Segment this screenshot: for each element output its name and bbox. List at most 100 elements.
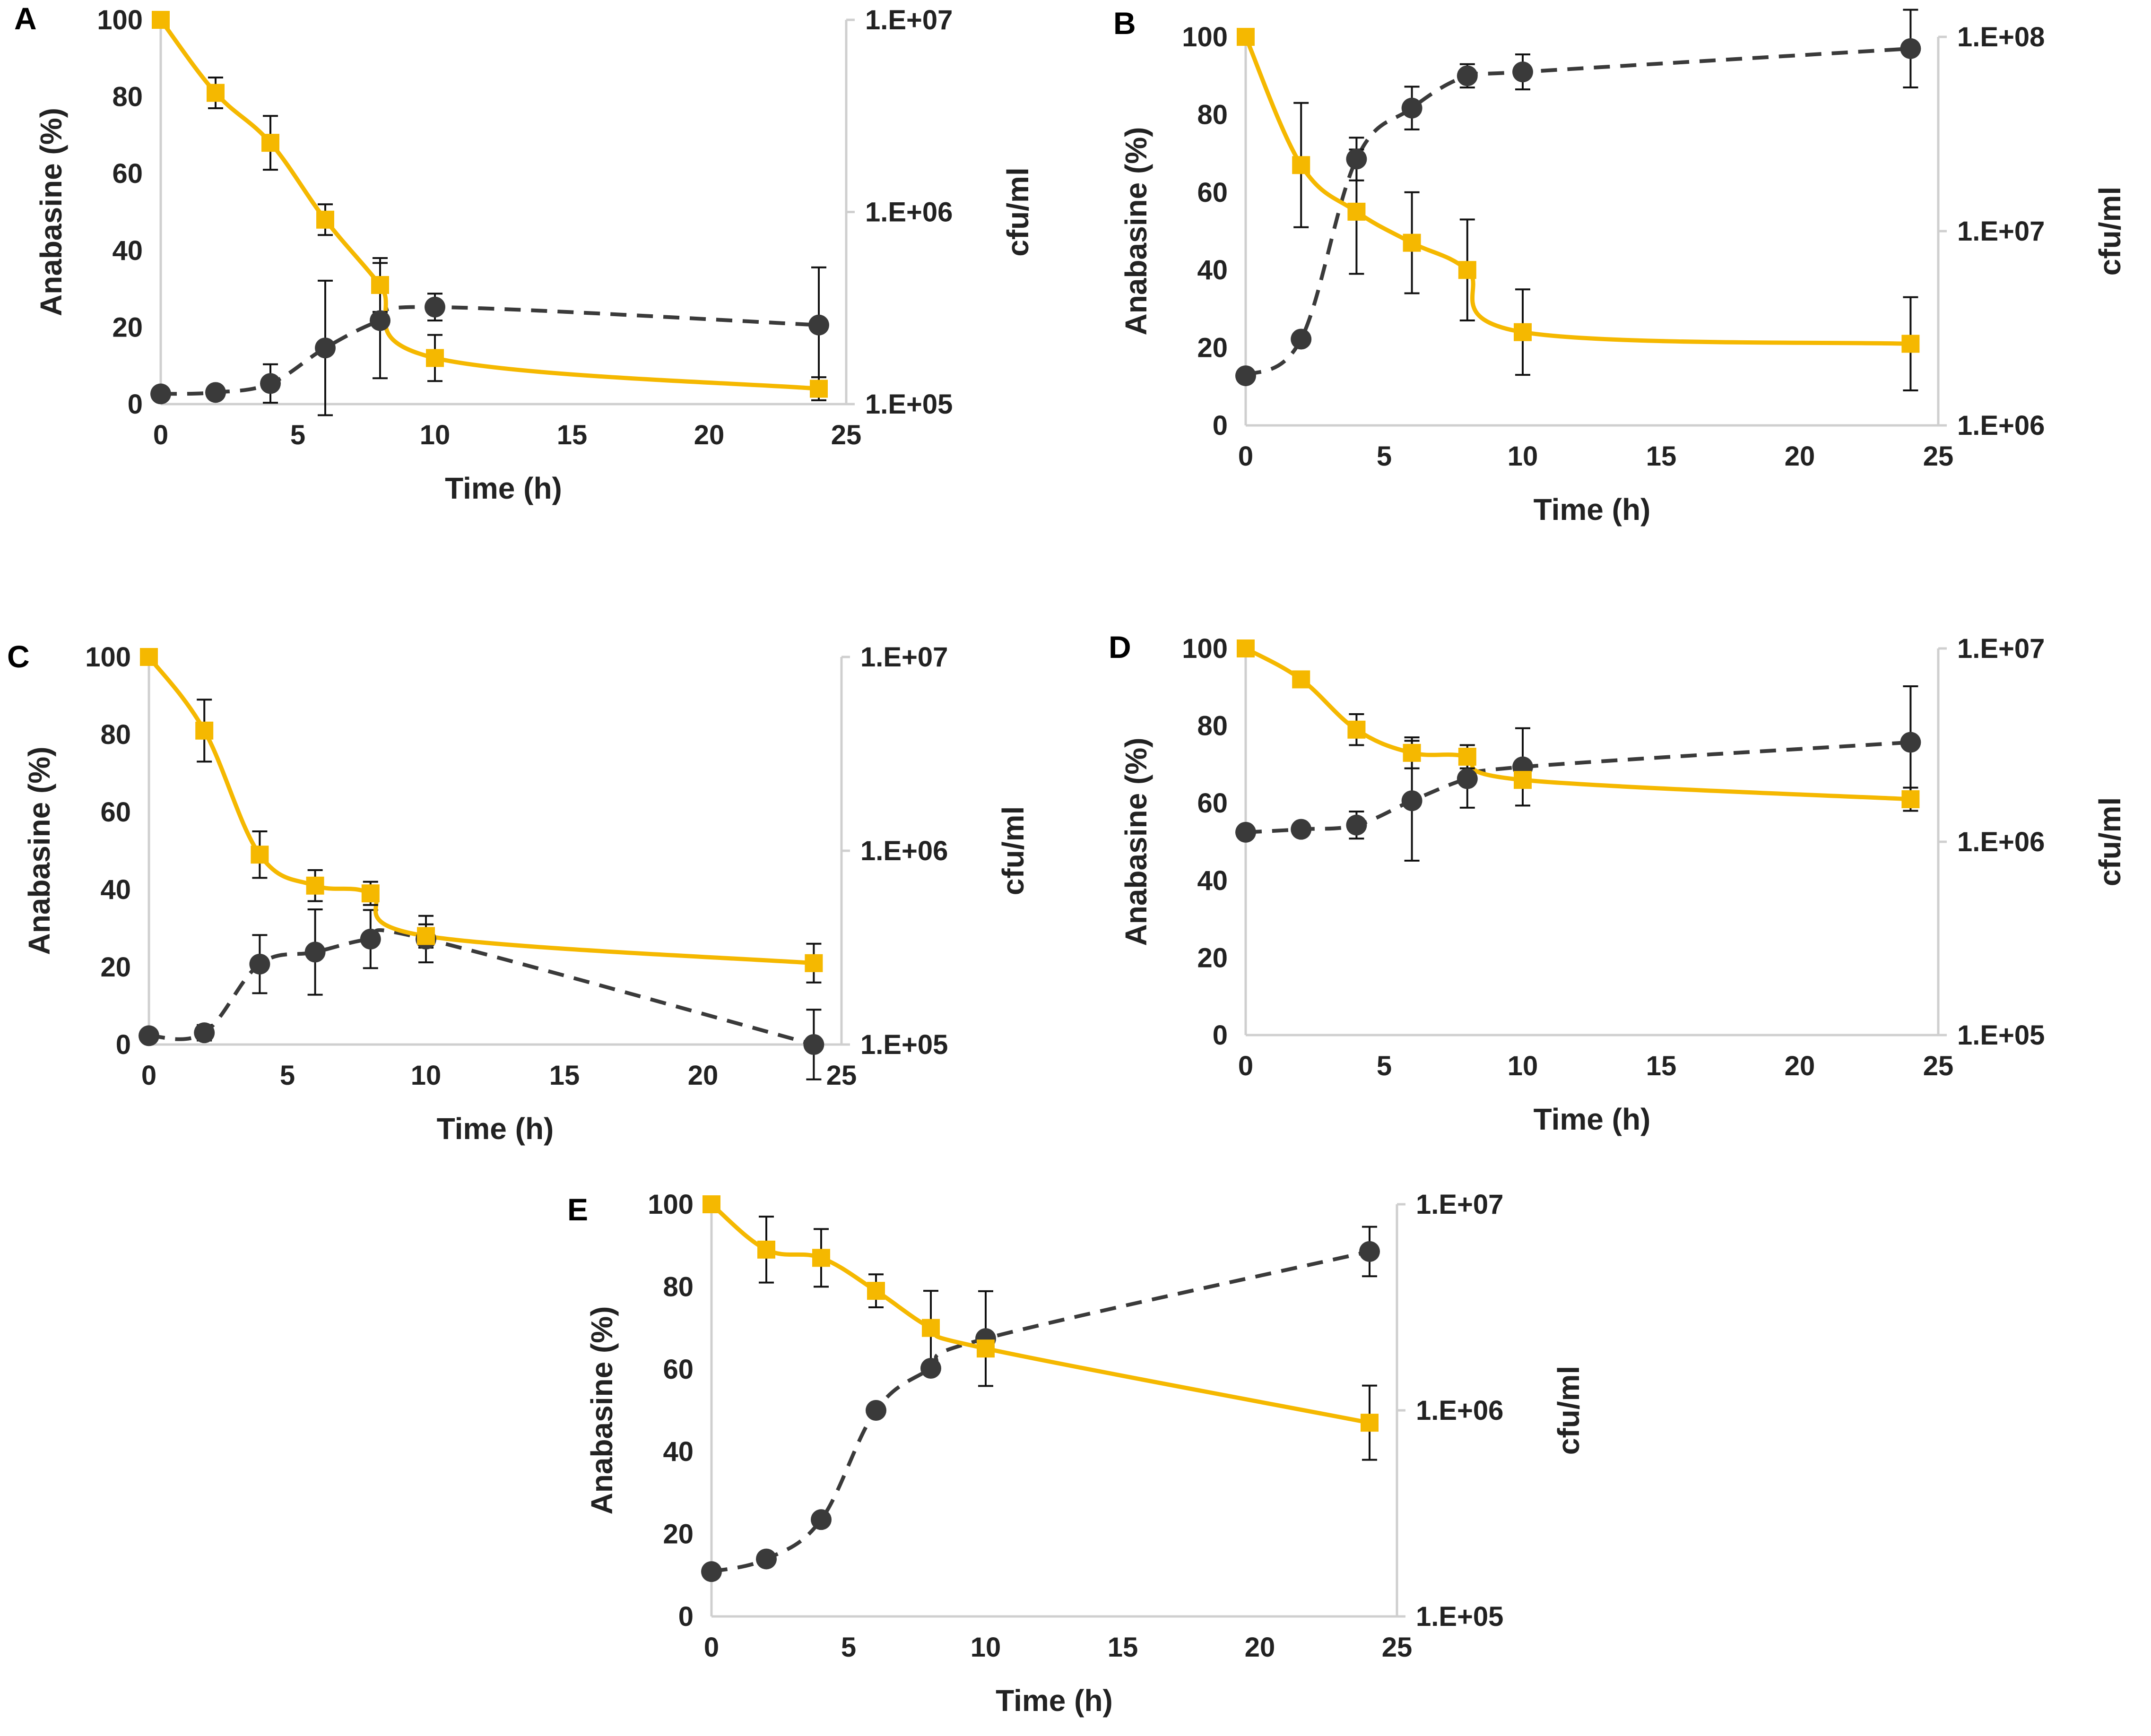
cfu-data-point bbox=[701, 1561, 722, 1582]
anabasine-series-line bbox=[147, 656, 814, 966]
anabasine-data-point bbox=[922, 1319, 940, 1337]
cfu-data-point bbox=[360, 928, 381, 950]
y-tick-label: 40 bbox=[663, 1436, 694, 1467]
y-tick-label: 100 bbox=[648, 1189, 694, 1220]
chart-panel-e: E 0 5 10 15 20 25 0 20 40 60 80 100 1.E+05 1.E+06 1.E+0… bbox=[567, 1189, 1586, 1718]
y-tick-label: 0 bbox=[1213, 1020, 1228, 1051]
anabasine-data-point bbox=[867, 1282, 885, 1300]
y-tick-label: 0 bbox=[116, 1029, 131, 1060]
anabasine-data-point bbox=[703, 1195, 720, 1213]
cfu-data-point bbox=[866, 1400, 886, 1421]
cfu-data-point bbox=[315, 337, 336, 359]
anabasine-data-point bbox=[1514, 771, 1532, 789]
cfu-data-point bbox=[803, 1034, 824, 1055]
y-axis-label: Anabasine (%) bbox=[34, 108, 68, 316]
cfu-data-point bbox=[756, 1548, 777, 1570]
cfu-data-point bbox=[249, 953, 270, 975]
anabasine-data-point bbox=[152, 11, 170, 29]
y2-axis-label: cfu/ml bbox=[1552, 1366, 1586, 1455]
anabasine-data-point bbox=[1292, 670, 1310, 689]
anabasine-data-point bbox=[1347, 720, 1366, 739]
x-tick-label: 20 bbox=[688, 1060, 719, 1091]
x-tick-label: 25 bbox=[1923, 441, 1954, 472]
anabasine-data-point bbox=[1237, 28, 1255, 46]
y-tick-label: 40 bbox=[100, 874, 131, 905]
anabasine-data-point bbox=[1514, 323, 1532, 341]
x-tick-label: 10 bbox=[1508, 441, 1538, 472]
y-tick-label: 20 bbox=[112, 312, 143, 343]
y2-tick-label: 1.E+07 bbox=[1957, 633, 2045, 664]
anabasine-data-point bbox=[195, 721, 214, 740]
panel-letter: C bbox=[7, 639, 30, 674]
cfu-data-point bbox=[260, 373, 281, 394]
panel-letter: E bbox=[567, 1192, 588, 1227]
panel-letter: B bbox=[1113, 6, 1136, 41]
y-tick-label: 60 bbox=[1197, 177, 1228, 208]
x-tick-label: 5 bbox=[1377, 1051, 1392, 1081]
anabasine-data-point bbox=[1347, 202, 1366, 221]
y2-tick-label: 1.E+07 bbox=[1416, 1189, 1503, 1220]
y2-tick-label: 1.E+05 bbox=[1416, 1601, 1503, 1632]
cfu-data-point bbox=[1401, 790, 1422, 812]
y2-tick-label: 1.E+05 bbox=[865, 389, 953, 420]
anabasine-data-point bbox=[207, 84, 225, 102]
y-tick-label: 20 bbox=[100, 952, 131, 983]
cfu-data-point bbox=[194, 1022, 215, 1044]
anabasine-data-point bbox=[1403, 233, 1421, 252]
x-axis-label: Time (h) bbox=[1534, 492, 1651, 527]
cfu-data-point bbox=[1457, 65, 1478, 86]
anabasine-data-point bbox=[306, 876, 324, 895]
x-tick-label: 15 bbox=[1108, 1632, 1138, 1663]
anabasine-data-point bbox=[810, 380, 828, 398]
anabasine-data-point bbox=[140, 648, 158, 666]
x-tick-label: 0 bbox=[153, 420, 168, 450]
y-tick-label: 40 bbox=[1197, 865, 1228, 896]
y-tick-label: 80 bbox=[1197, 99, 1228, 130]
y-tick-label: 100 bbox=[85, 642, 131, 673]
y-tick-label: 80 bbox=[1197, 711, 1228, 742]
x-tick-label: 25 bbox=[831, 420, 862, 450]
x-tick-label: 0 bbox=[1238, 441, 1253, 472]
cfu-data-point bbox=[1900, 38, 1921, 59]
cfu-series-line bbox=[160, 305, 819, 396]
anabasine-data-point bbox=[1361, 1414, 1379, 1432]
y2-axis-label: cfu/ml bbox=[1001, 167, 1035, 256]
cfu-data-point bbox=[1346, 148, 1367, 170]
x-tick-label: 25 bbox=[826, 1060, 857, 1091]
x-tick-label: 5 bbox=[290, 420, 305, 450]
x-tick-label: 25 bbox=[1923, 1051, 1954, 1081]
cfu-data-point bbox=[1346, 814, 1367, 836]
cfu-data-point bbox=[1235, 365, 1256, 387]
y-tick-label: 0 bbox=[678, 1601, 694, 1632]
y-tick-label: 60 bbox=[1197, 788, 1228, 819]
cfu-data-point bbox=[920, 1358, 941, 1379]
chart-panel-c: C 0 5 10 15 20 25 0 20 40 60 80 100 1.E+05 1.E+06 1.E+0… bbox=[7, 639, 1030, 1146]
y-tick-label: 20 bbox=[1197, 333, 1228, 363]
anabasine-data-point bbox=[361, 884, 380, 903]
y-tick-label: 100 bbox=[1182, 633, 1228, 664]
cfu-data-point bbox=[370, 310, 390, 331]
y-tick-label: 100 bbox=[97, 5, 143, 35]
y-axis-label: Anabasine (%) bbox=[1119, 127, 1153, 336]
cfu-data-point bbox=[1401, 97, 1422, 119]
x-tick-label: 0 bbox=[141, 1060, 156, 1091]
chart-panel-a: A 0 5 10 15 20 25 0 20 40 60 80 100 1.E+05 1.E+06 1.E+0… bbox=[14, 1, 1035, 505]
x-tick-label: 20 bbox=[694, 420, 725, 450]
y-tick-label: 80 bbox=[663, 1271, 694, 1302]
x-tick-label: 5 bbox=[280, 1060, 295, 1091]
anabasine-data-point bbox=[371, 276, 389, 294]
y2-tick-label: 1.E+06 bbox=[1957, 410, 2045, 441]
y-axis-label: Anabasine (%) bbox=[1119, 738, 1153, 946]
anabasine-data-point bbox=[1403, 743, 1421, 762]
x-axis-label: Time (h) bbox=[996, 1684, 1113, 1718]
cfu-data-point bbox=[811, 1509, 832, 1530]
cfu-data-point bbox=[205, 382, 226, 403]
y-tick-label: 60 bbox=[100, 797, 131, 828]
cfu-series-line bbox=[1244, 46, 1911, 378]
anabasine-series-line bbox=[710, 1202, 1370, 1425]
panel-letter: D bbox=[1109, 630, 1131, 665]
x-tick-label: 0 bbox=[1238, 1051, 1253, 1081]
x-tick-label: 15 bbox=[549, 1060, 580, 1091]
y2-tick-label: 1.E+07 bbox=[1957, 216, 2045, 247]
cfu-data-point bbox=[1512, 61, 1533, 83]
